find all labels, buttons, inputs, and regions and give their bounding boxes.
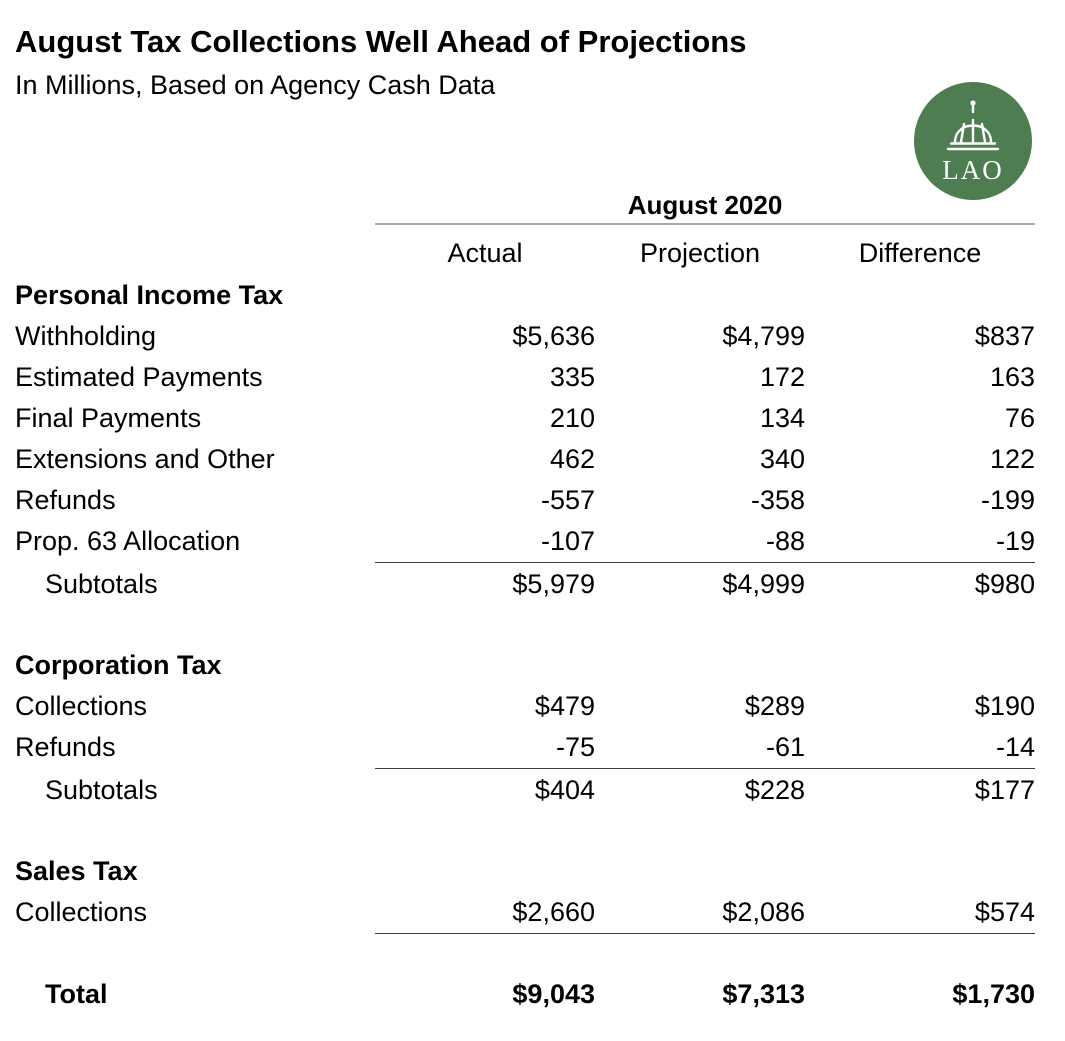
difference-value: -14 (995, 732, 1035, 762)
row-label: Total (45, 978, 108, 1009)
projection-value: 172 (759, 362, 805, 392)
page-title: August Tax Collections Well Ahead of Pro… (15, 24, 747, 59)
difference-value: -19 (995, 526, 1035, 556)
difference-value: $1,730 (952, 978, 1035, 1009)
column-header-row: Actual Projection Difference (15, 231, 1035, 275)
projection-value: $2,086 (722, 897, 805, 927)
difference-value: $574 (974, 897, 1035, 927)
table-row: Collections $2,660 $2,086 $574 (15, 892, 1035, 933)
lao-logo: LAO (914, 82, 1032, 200)
projection-value: 134 (759, 403, 805, 433)
table-row: Refunds -75 -61 -14 (15, 727, 1035, 768)
projection-value: $7,313 (722, 978, 805, 1009)
difference-value: $177 (974, 775, 1035, 805)
capitol-dome-icon (946, 100, 1000, 151)
projection-value: -61 (765, 732, 805, 762)
group-header-august-2020: August 2020 (627, 189, 783, 220)
projection-value: -358 (750, 485, 805, 515)
divider (15, 933, 1035, 935)
row-label: Collections (15, 897, 148, 927)
row-label: Withholding (15, 321, 157, 351)
row-label: Collections (15, 691, 148, 721)
row-label: Extensions and Other (15, 444, 275, 474)
divider (15, 768, 1035, 770)
section-gap (15, 605, 1035, 645)
section-gap (15, 811, 1035, 851)
group-header-row: August 2020 (15, 187, 1035, 223)
lao-logo-graphic: LAO (914, 82, 1032, 200)
projection-value: $4,999 (722, 569, 805, 599)
row-label: Estimated Payments (15, 362, 263, 392)
actual-value: $5,636 (512, 321, 595, 351)
subtotal-row: Subtotals $5,979 $4,999 $980 (15, 564, 1035, 605)
section-header-sales-tax: Sales Tax (15, 856, 138, 886)
lao-logo-text: LAO (942, 155, 1004, 185)
actual-value: -107 (540, 526, 595, 556)
column-header-projection: Projection (639, 237, 761, 268)
divider (15, 223, 1035, 231)
divider (15, 562, 1035, 564)
table-row: Refunds -557 -358 -199 (15, 480, 1035, 521)
row-label: Subtotals (45, 775, 158, 805)
difference-value: 163 (989, 362, 1035, 392)
section-header-row: Sales Tax (15, 851, 1035, 892)
row-label: Refunds (15, 485, 116, 515)
projection-value: -88 (765, 526, 805, 556)
total-gap (15, 935, 1035, 971)
table-row: Extensions and Other 462 340 122 (15, 439, 1035, 480)
difference-value: $190 (974, 691, 1035, 721)
table-row: Collections $479 $289 $190 (15, 686, 1035, 727)
difference-value: $837 (974, 321, 1035, 351)
difference-value: $980 (974, 569, 1035, 599)
actual-value: $2,660 (512, 897, 595, 927)
actual-value: -75 (555, 732, 595, 762)
row-label: Subtotals (45, 569, 158, 599)
section-header-corporation-tax: Corporation Tax (15, 650, 222, 680)
table-row: Prop. 63 Allocation -107 -88 -19 (15, 521, 1035, 562)
projection-value: $4,799 (722, 321, 805, 351)
section-header-row: Corporation Tax (15, 645, 1035, 686)
row-label: Refunds (15, 732, 116, 762)
actual-value: 335 (549, 362, 595, 392)
actual-value: $5,979 (512, 569, 595, 599)
projection-value: 340 (759, 444, 805, 474)
actual-value: $479 (534, 691, 595, 721)
table-row: Estimated Payments 335 172 163 (15, 357, 1035, 398)
row-label: Final Payments (15, 403, 202, 433)
actual-value: 210 (549, 403, 595, 433)
actual-value: $9,043 (512, 978, 595, 1009)
column-header-actual: Actual (447, 237, 523, 268)
actual-value: 462 (549, 444, 595, 474)
table-row: Final Payments 210 134 76 (15, 398, 1035, 439)
section-header-personal-income-tax: Personal Income Tax (15, 280, 284, 310)
tax-collections-table: August 2020 Actual Projection Difference… (15, 187, 1035, 1017)
projection-value: $228 (744, 775, 805, 805)
difference-value: 76 (1004, 403, 1035, 433)
difference-value: 122 (989, 444, 1035, 474)
difference-value: -199 (980, 485, 1035, 515)
section-header-row: Personal Income Tax (15, 275, 1035, 316)
projection-value: $289 (744, 691, 805, 721)
column-header-difference: Difference (858, 237, 982, 268)
total-row: Total $9,043 $7,313 $1,730 (15, 971, 1035, 1017)
row-label: Prop. 63 Allocation (15, 526, 241, 556)
table-row: Withholding $5,636 $4,799 $837 (15, 316, 1035, 357)
actual-value: $404 (534, 775, 595, 805)
subtotal-row: Subtotals $404 $228 $177 (15, 770, 1035, 811)
actual-value: -557 (540, 485, 595, 515)
page-subtitle: In Millions, Based on Agency Cash Data (15, 70, 496, 100)
